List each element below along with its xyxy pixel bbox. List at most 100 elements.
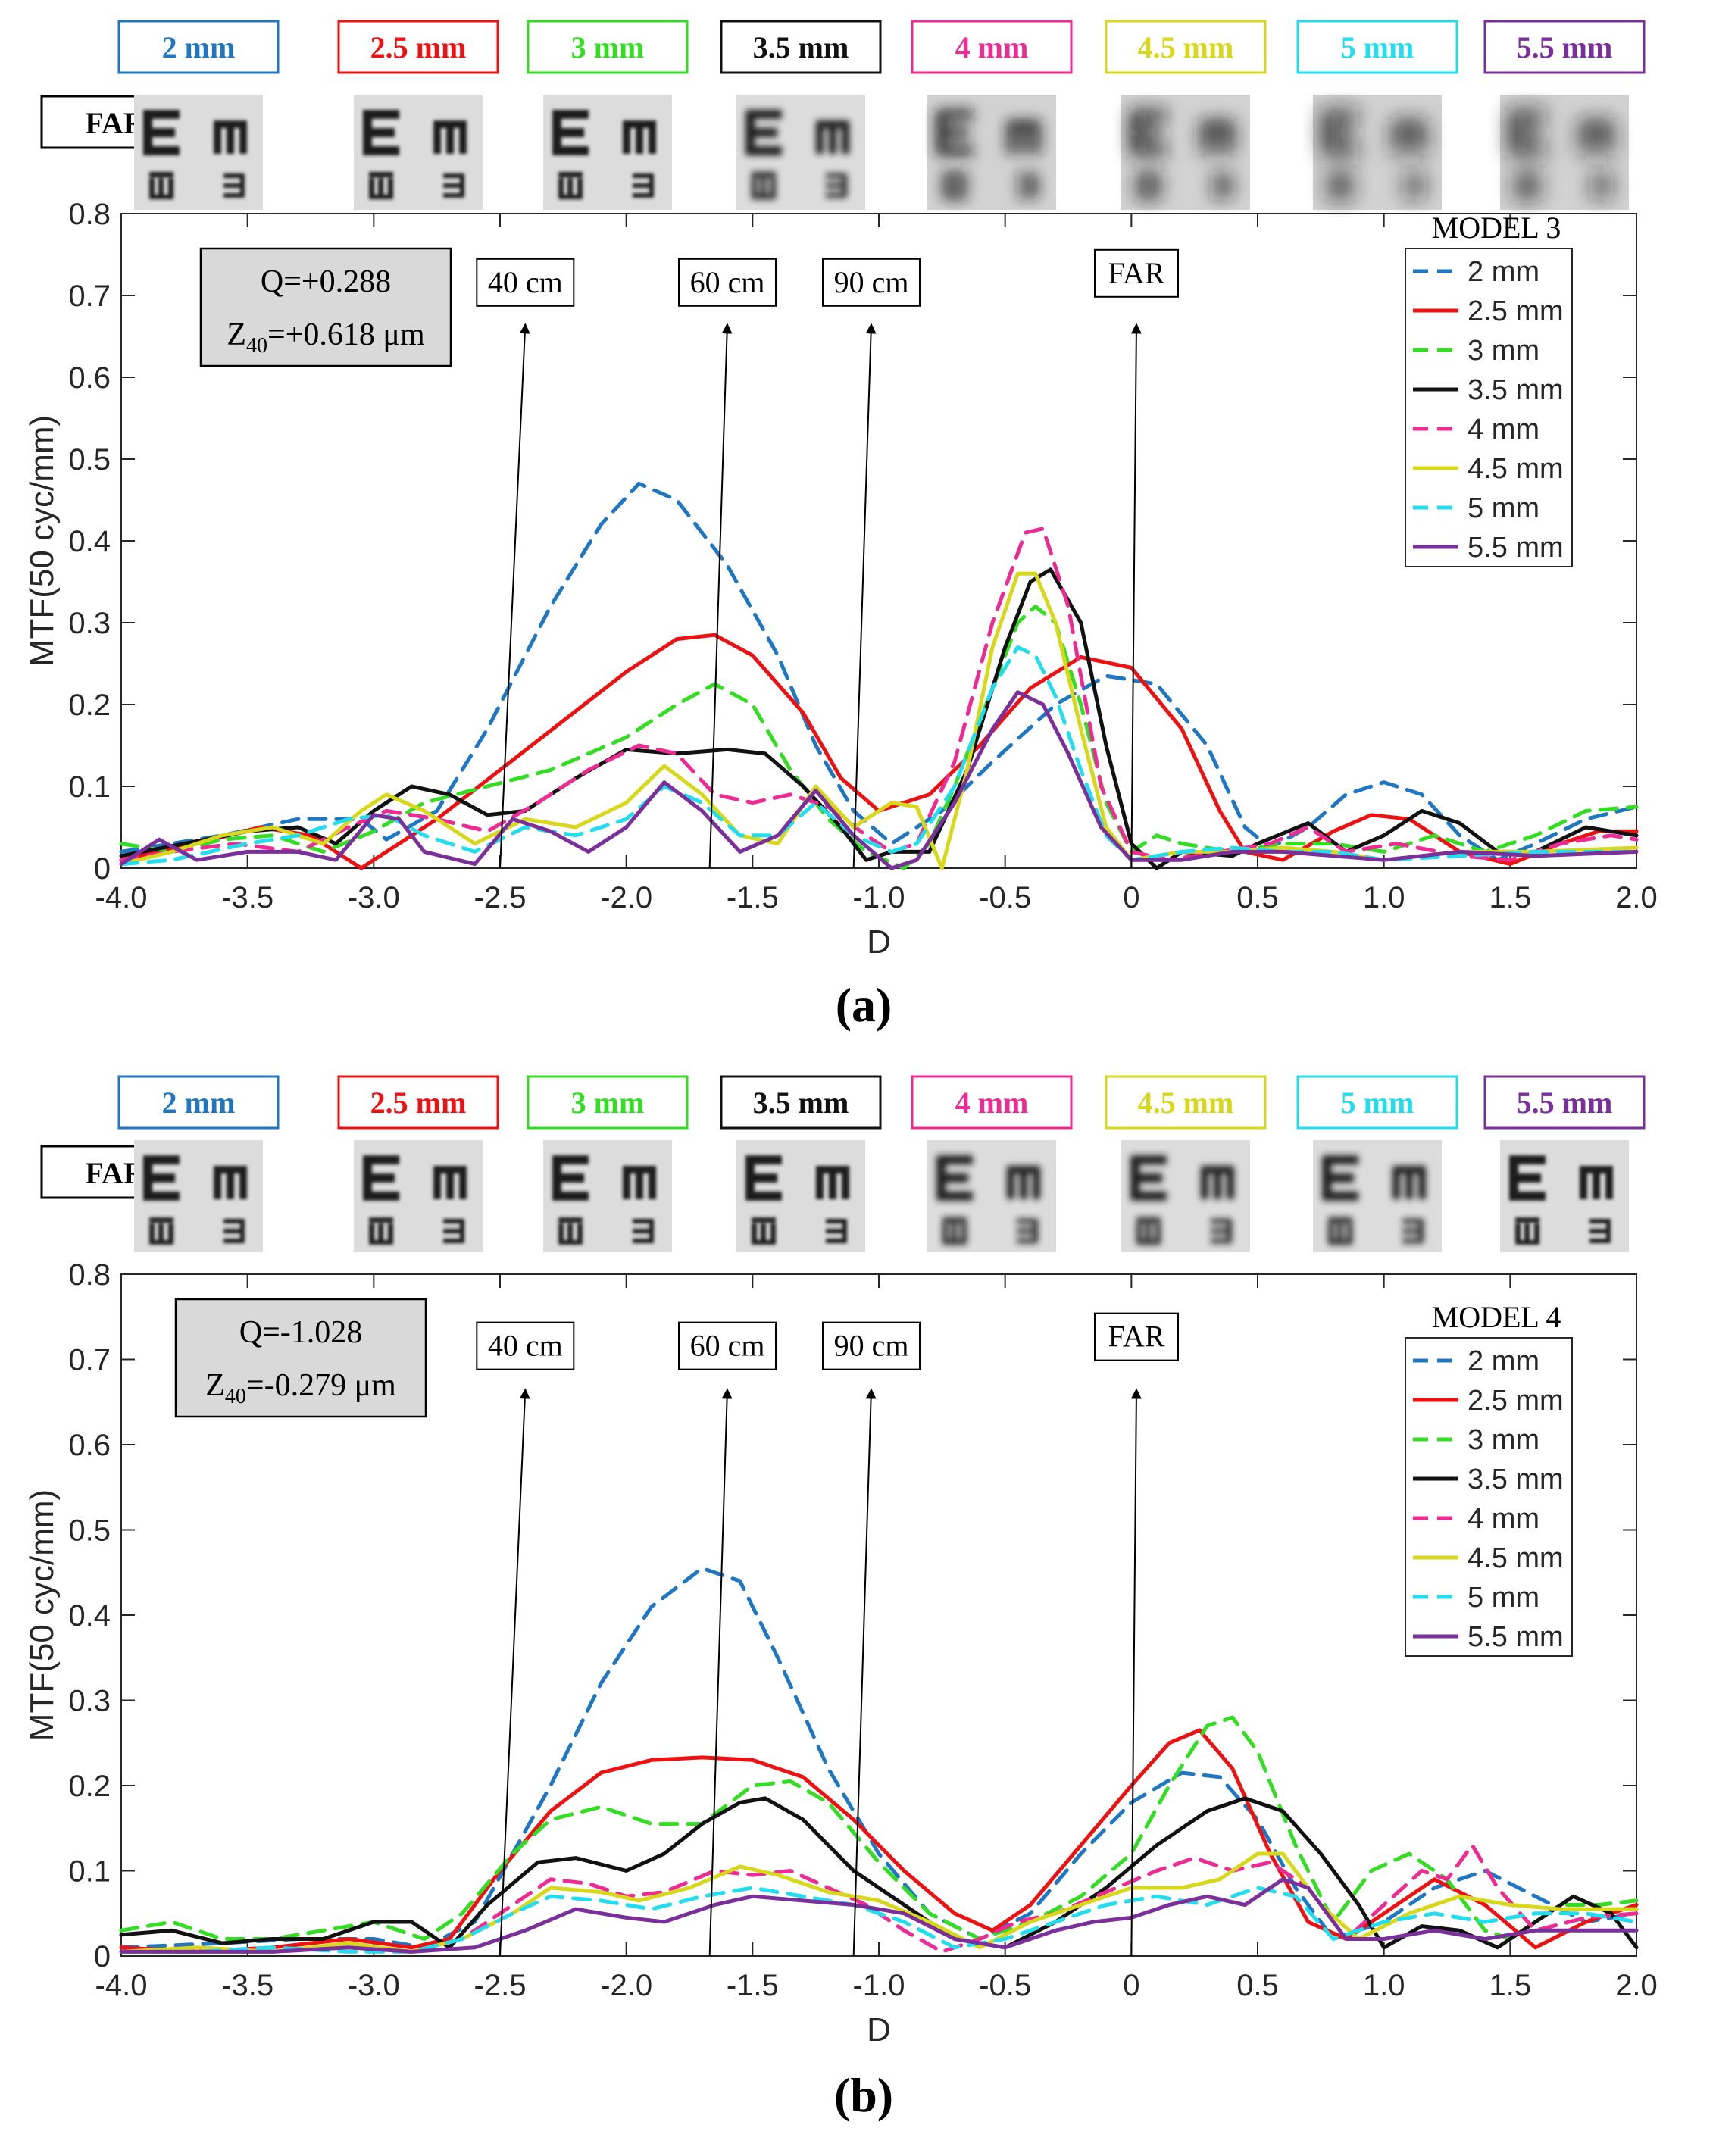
chart-panel-a: 2 mm 2.5 mm 3 mm 3.5 mm 4 mm 4.5 mm 5 mm 5.5 mm… <box>23 20 1658 1032</box>
simulated-retinal-image-4mm <box>927 95 1056 210</box>
y-tick-label: 0.8 <box>68 1258 111 1292</box>
annotation-label: 90 cm <box>834 265 909 299</box>
simulated-retinal-image-4.5mm <box>1121 95 1250 210</box>
pupil-label-4mm: 4 mm <box>955 30 1029 64</box>
annotation-box <box>822 1321 921 1370</box>
series-line-2mm <box>119 481 1639 862</box>
x-tick-label: -2.0 <box>600 1969 652 2002</box>
legend-entry-2.5mm: 2.5 mm <box>1468 1385 1564 1417</box>
simulated-retinal-image-3mm <box>543 1140 672 1252</box>
annotation-label: 60 cm <box>690 265 765 299</box>
pupil-label-4.5mm: 4.5 mm <box>1138 30 1234 64</box>
pupil-label-3.5mm: 3.5 mm <box>753 1086 849 1120</box>
x-tick-label: -1.0 <box>853 881 905 914</box>
annotation-box <box>476 1321 575 1370</box>
legend-entry-5mm: 5 mm <box>1468 492 1539 524</box>
pupil-box-3.5mm <box>720 20 882 74</box>
x-tick-label: -1.5 <box>727 1969 779 2002</box>
x-tick-label: -3.0 <box>348 881 400 914</box>
pupil-label-2mm: 2 mm <box>162 1086 236 1120</box>
chart-panel-b: 2 mm 2.5 mm 3 mm 3.5 mm 4 mm 4.5 mm 5 mm 5.5 mm… <box>23 1075 1658 2122</box>
y-tick-label: 0.5 <box>68 443 111 477</box>
y-tick-label: 0.8 <box>68 198 111 231</box>
legend-entry-4.5mm: 4.5 mm <box>1468 453 1564 485</box>
pupil-label-2.5mm: 2.5 mm <box>370 30 467 64</box>
pupil-label-5mm: 5 mm <box>1341 1086 1414 1120</box>
pupil-box-4.5mm <box>1105 1075 1267 1130</box>
pupil-box-4mm <box>911 20 1073 74</box>
legend-title: MODEL 4 <box>1432 1300 1561 1334</box>
series-line-2.5mm <box>119 1728 1639 1954</box>
series-line-5mm <box>119 645 1639 867</box>
pupil-box-3mm <box>527 1075 689 1130</box>
legend-entry-5.5mm: 5.5 mm <box>1468 1621 1564 1653</box>
parameter-box <box>199 247 452 367</box>
x-tick-label: 1.0 <box>1363 881 1405 914</box>
y-tick-label: 0.1 <box>68 1855 111 1889</box>
pupil-box-2mm <box>117 20 280 74</box>
y-tick-label: 0.6 <box>68 1429 111 1462</box>
legend-entry-3.5mm: 3.5 mm <box>1468 1464 1564 1495</box>
y-tick-label: 0 <box>94 1940 111 1973</box>
y-tick-label: 0.2 <box>68 689 111 722</box>
series-line-5mm <box>119 1886 1639 1954</box>
annotation-arrow <box>852 323 877 869</box>
legend-entry-2mm: 2 mm <box>1468 256 1539 288</box>
x-tick-label: -3.0 <box>348 1969 400 2002</box>
pupil-box-3.5mm <box>720 1075 882 1130</box>
pupil-box-2mm <box>117 1075 280 1130</box>
simulated-retinal-image-3.5mm <box>736 95 865 210</box>
simulated-retinal-image-5mm <box>1313 1140 1442 1252</box>
x-tick-label: -4.0 <box>95 881 148 914</box>
annotation-box <box>476 258 575 307</box>
legend-entry-4mm: 4 mm <box>1468 1503 1539 1535</box>
simulated-retinal-image-2mm <box>134 95 263 210</box>
annotation-box <box>1094 248 1179 298</box>
y-tick-label: 0 <box>94 852 111 886</box>
pupil-box-2.5mm <box>337 1075 499 1130</box>
spherical-aberration-z40: Z40=+0.618 μm <box>227 317 425 358</box>
panel-label: (b) <box>834 2068 893 2122</box>
y-tick-label: 0.3 <box>68 607 111 640</box>
legend-entry-5mm: 5 mm <box>1468 1582 1539 1614</box>
x-tick-label: -0.5 <box>979 881 1031 914</box>
parameter-box <box>174 1298 427 1418</box>
annotation-arrow <box>852 1388 877 1957</box>
annotation-arrow <box>499 323 530 869</box>
asphericity-q: Q=+0.288 <box>261 264 391 299</box>
simulated-retinal-image-4mm <box>927 1140 1056 1252</box>
x-tick-label: 0.5 <box>1236 1969 1279 2002</box>
x-tick-label: 0 <box>1123 1969 1139 2002</box>
y-tick-label: 0.2 <box>68 1770 111 1803</box>
pupil-box-3mm <box>527 20 689 74</box>
spherical-aberration-z40: Z40=-0.279 μm <box>205 1368 396 1408</box>
annotation-arrow <box>708 1388 733 1957</box>
legend-entry-4.5mm: 4.5 mm <box>1468 1542 1564 1574</box>
panel-label: (a) <box>836 978 892 1032</box>
legend-entry-3mm: 3 mm <box>1468 335 1539 367</box>
simulated-retinal-image-4.5mm <box>1121 1140 1250 1252</box>
pupil-box-2.5mm <box>337 20 499 74</box>
pupil-label-2mm: 2 mm <box>162 30 236 64</box>
x-tick-label: -2.5 <box>474 1969 527 2002</box>
x-tick-label: 1.5 <box>1489 881 1532 914</box>
series-line-3mm <box>119 1715 1639 1941</box>
y-tick-label: 0.7 <box>68 1344 111 1377</box>
legend-entry-2mm: 2 mm <box>1468 1345 1539 1377</box>
y-tick-label: 0.6 <box>68 361 111 395</box>
legend-entry-2.5mm: 2.5 mm <box>1468 295 1564 327</box>
pupil-box-5.5mm <box>1483 20 1646 74</box>
y-axis-label: MTF(50 cyc/mm) <box>23 1489 61 1741</box>
annotation-arrow <box>499 1388 530 1957</box>
x-axis-label: D <box>867 2011 891 2048</box>
annotation-box <box>822 258 921 307</box>
legend-entry-3mm: 3 mm <box>1468 1424 1539 1456</box>
pupil-label-2.5mm: 2.5 mm <box>370 1086 467 1120</box>
x-tick-label: 0.5 <box>1236 881 1279 914</box>
annotation-label: 40 cm <box>488 265 563 299</box>
pupil-label-3mm: 3 mm <box>571 1086 645 1120</box>
asphericity-q: Q=-1.028 <box>239 1315 363 1350</box>
pupil-label-5.5mm: 5.5 mm <box>1517 30 1613 64</box>
annotation-box <box>678 1321 777 1370</box>
